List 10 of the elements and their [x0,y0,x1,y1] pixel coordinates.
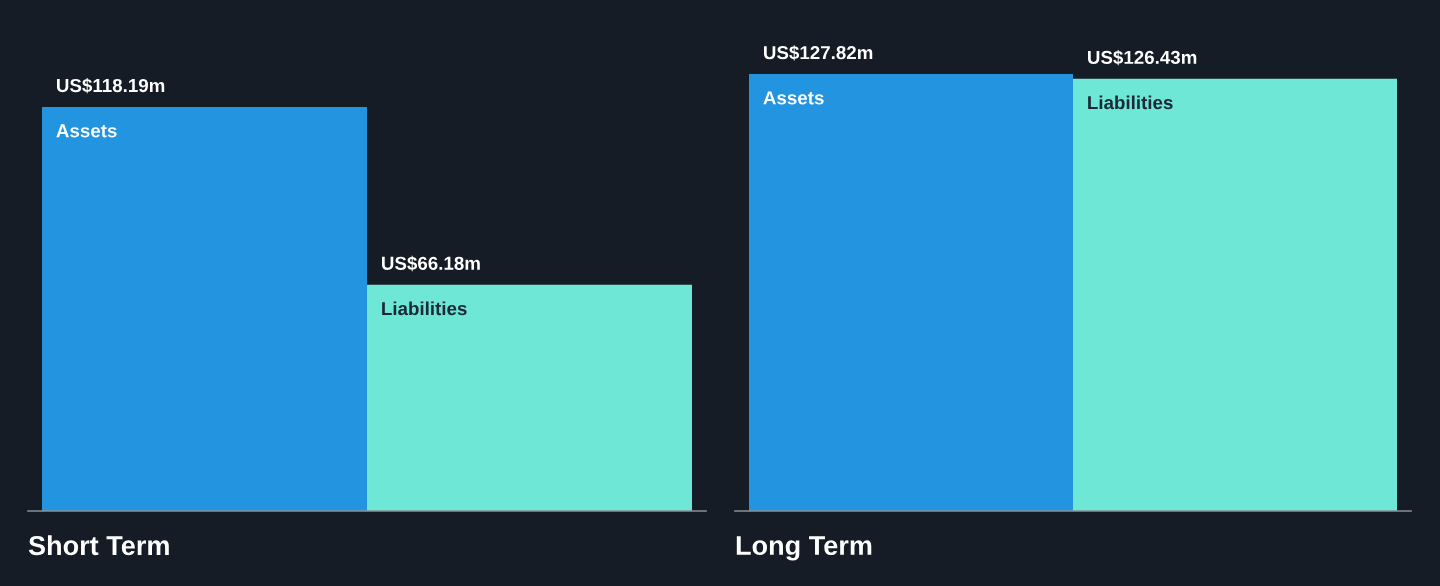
x-axis-title: Long Term [736,536,872,561]
data-label: US$66.18m [382,255,480,272]
series-label: Assets [763,91,824,105]
data-label: US$127.82m [764,45,873,61]
data-label: US$126.43m [1088,49,1197,66]
series-label: Liabilities [1088,95,1173,110]
series-label: Assets [56,124,117,138]
x-axis-title: Short Term [28,535,169,556]
data-label: US$118.19m [57,78,165,94]
series-label: Liabilities [382,301,467,316]
